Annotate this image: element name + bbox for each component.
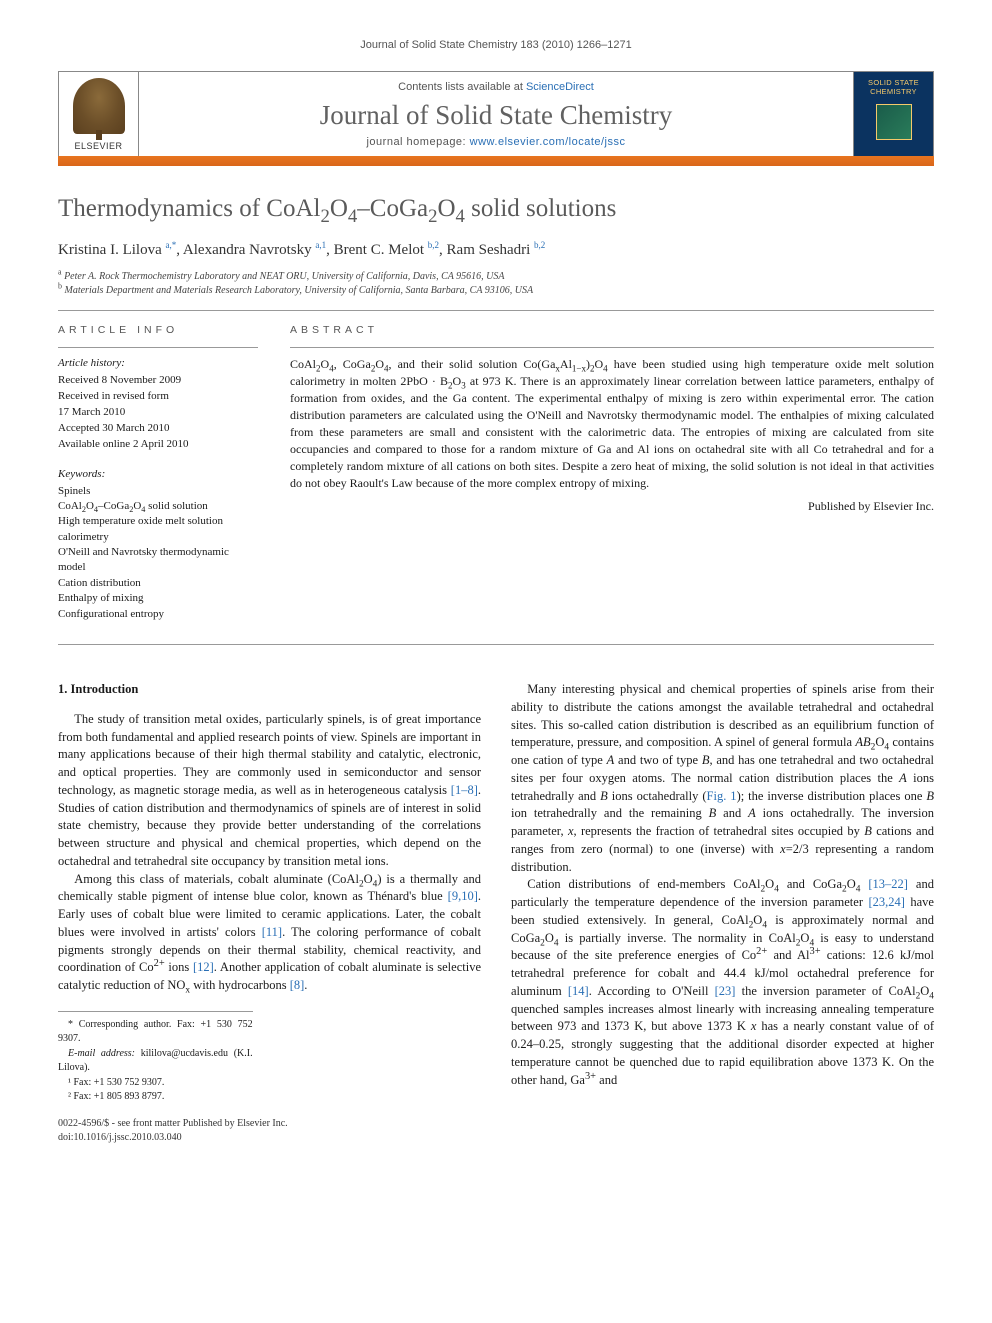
author-list: Kristina I. Lilova a,*, Alexandra Navrot… bbox=[58, 240, 934, 260]
abstract-block: ABSTRACT CoAl2O4, CoGa2O4, and their sol… bbox=[290, 323, 934, 622]
abstract-body: CoAl2O4, CoGa2O4, and their solid soluti… bbox=[290, 356, 934, 492]
divider bbox=[58, 347, 258, 348]
journal-header: ELSEVIER Contents lists available at Sci… bbox=[58, 71, 934, 157]
sciencedirect-link[interactable]: ScienceDirect bbox=[526, 81, 594, 93]
affil-sup: a bbox=[58, 268, 62, 277]
affil-text: Peter A. Rock Thermochemistry Laboratory… bbox=[64, 271, 504, 282]
elsevier-word: ELSEVIER bbox=[74, 140, 122, 152]
accent-bar bbox=[58, 156, 934, 166]
article-info-head: ARTICLE INFO bbox=[58, 323, 258, 337]
contents-line: Contents lists available at ScienceDirec… bbox=[153, 80, 839, 95]
intro-p2: Among this class of materials, cobalt al… bbox=[58, 871, 481, 995]
email-label: E-mail address: bbox=[68, 1048, 135, 1059]
intro-p4: Cation distributions of end-members CoAl… bbox=[511, 876, 934, 1089]
homepage-link[interactable]: www.elsevier.com/locate/jssc bbox=[470, 136, 626, 148]
history-line: Received in revised form bbox=[58, 389, 258, 405]
keyword: Enthalpy of mixing bbox=[58, 591, 258, 606]
homepage-line: journal homepage: www.elsevier.com/locat… bbox=[153, 135, 839, 150]
affiliation-b: b Materials Department and Materials Res… bbox=[58, 284, 934, 298]
copyright-block: 0022-4596/$ - see front matter Published… bbox=[58, 1117, 481, 1145]
abstract-head: ABSTRACT bbox=[290, 323, 934, 337]
cover-label-2: CHEMISTRY bbox=[870, 87, 917, 96]
history-line: Accepted 30 March 2010 bbox=[58, 421, 258, 437]
keyword: Configurational entropy bbox=[58, 607, 258, 622]
contents-prefix: Contents lists available at bbox=[398, 81, 526, 93]
cover-label-1: SOLID STATE bbox=[868, 78, 919, 87]
keywords-label: Keywords: bbox=[58, 467, 258, 482]
keyword: High temperature oxide melt solution cal… bbox=[58, 514, 258, 545]
intro-p1: The study of transition metal oxides, pa… bbox=[58, 711, 481, 871]
keyword: O'Neill and Navrotsky thermodynamic mode… bbox=[58, 545, 258, 576]
section-heading: 1. Introduction bbox=[58, 681, 481, 699]
journal-name: Journal of Solid State Chemistry bbox=[153, 97, 839, 133]
affil-sup: b bbox=[58, 282, 62, 291]
elsevier-logo: ELSEVIER bbox=[59, 72, 139, 156]
history-line: Available online 2 April 2010 bbox=[58, 437, 258, 453]
divider bbox=[58, 310, 934, 311]
homepage-prefix: journal homepage: bbox=[366, 136, 469, 148]
doi-line: doi:10.1016/j.jssc.2010.03.040 bbox=[58, 1131, 481, 1145]
cover-image-icon bbox=[876, 104, 912, 140]
fax-note-2: ² Fax: +1 805 893 8797. bbox=[58, 1090, 253, 1105]
published-by: Published by Elsevier Inc. bbox=[290, 498, 934, 514]
divider bbox=[290, 347, 934, 348]
history-label: Article history: bbox=[58, 356, 258, 371]
email-note: E-mail address: kililova@ucdavis.edu (K.… bbox=[58, 1047, 253, 1076]
keyword: Cation distribution bbox=[58, 576, 258, 591]
footnotes: * Corresponding author. Fax: +1 530 752 … bbox=[58, 1011, 253, 1105]
keyword: CoAl2O4–CoGa2O4 solid solution bbox=[58, 499, 258, 514]
body-columns: 1. Introduction The study of transition … bbox=[58, 681, 934, 1145]
affiliation-a: a Peter A. Rock Thermochemistry Laborato… bbox=[58, 270, 934, 284]
article-title: Thermodynamics of CoAl2O4–CoGa2O4 solid … bbox=[58, 192, 934, 226]
running-head: Journal of Solid State Chemistry 183 (20… bbox=[58, 38, 934, 53]
elsevier-tree-icon bbox=[73, 78, 125, 134]
article-info-block: ARTICLE INFO Article history: Received 8… bbox=[58, 323, 258, 622]
journal-cover-thumb: SOLID STATE CHEMISTRY bbox=[853, 72, 933, 156]
history-line: 17 March 2010 bbox=[58, 405, 258, 421]
divider bbox=[58, 644, 934, 645]
fax-note-1: ¹ Fax: +1 530 752 9307. bbox=[58, 1076, 253, 1091]
keyword: Spinels bbox=[58, 484, 258, 499]
intro-p3: Many interesting physical and chemical p… bbox=[511, 681, 934, 876]
affil-text: Materials Department and Materials Resea… bbox=[65, 285, 534, 296]
issn-line: 0022-4596/$ - see front matter Published… bbox=[58, 1117, 481, 1131]
history-line: Received 8 November 2009 bbox=[58, 373, 258, 389]
corr-author-note: * Corresponding author. Fax: +1 530 752 … bbox=[58, 1018, 253, 1047]
